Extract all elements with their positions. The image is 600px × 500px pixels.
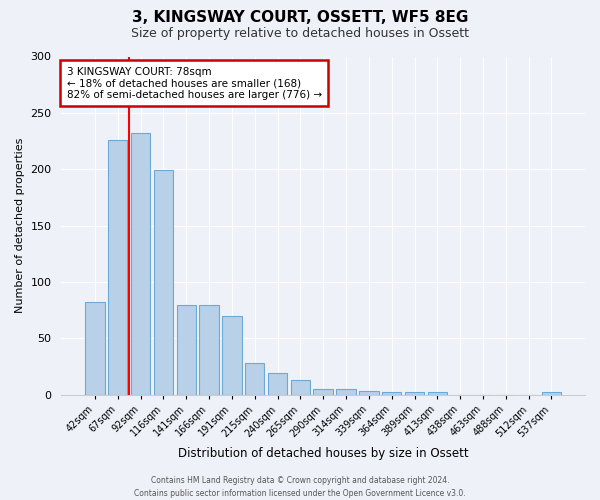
X-axis label: Distribution of detached houses by size in Ossett: Distribution of detached houses by size … xyxy=(178,447,469,460)
Bar xyxy=(154,170,173,394)
Bar xyxy=(222,316,242,394)
Bar xyxy=(199,304,219,394)
Text: 3, KINGSWAY COURT, OSSETT, WF5 8EG: 3, KINGSWAY COURT, OSSETT, WF5 8EG xyxy=(132,10,468,25)
Bar xyxy=(131,133,150,394)
Text: 3 KINGSWAY COURT: 78sqm
← 18% of detached houses are smaller (168)
82% of semi-d: 3 KINGSWAY COURT: 78sqm ← 18% of detache… xyxy=(67,66,322,100)
Bar xyxy=(542,392,561,394)
Bar xyxy=(290,380,310,394)
Text: Size of property relative to detached houses in Ossett: Size of property relative to detached ho… xyxy=(131,28,469,40)
Text: Contains HM Land Registry data © Crown copyright and database right 2024.
Contai: Contains HM Land Registry data © Crown c… xyxy=(134,476,466,498)
Bar xyxy=(108,140,127,394)
Bar xyxy=(245,363,265,394)
Bar xyxy=(428,392,447,394)
Bar xyxy=(176,304,196,394)
Bar xyxy=(405,392,424,394)
Y-axis label: Number of detached properties: Number of detached properties xyxy=(15,138,25,314)
Bar xyxy=(337,389,356,394)
Bar xyxy=(268,374,287,394)
Bar xyxy=(359,392,379,394)
Bar xyxy=(313,389,333,394)
Bar xyxy=(382,392,401,394)
Bar xyxy=(85,302,104,394)
